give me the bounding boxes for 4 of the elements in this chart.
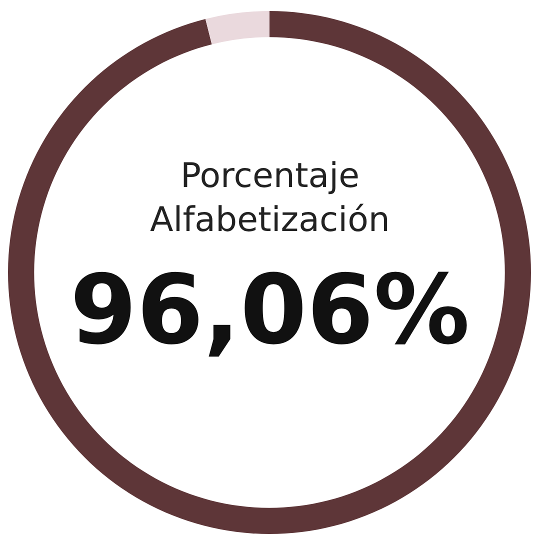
text: Porcentaje Alfabetización [150,156,390,240]
donut-slice [8,11,531,534]
donut-slice [205,11,270,44]
data-label: 96,06% [70,254,470,366]
